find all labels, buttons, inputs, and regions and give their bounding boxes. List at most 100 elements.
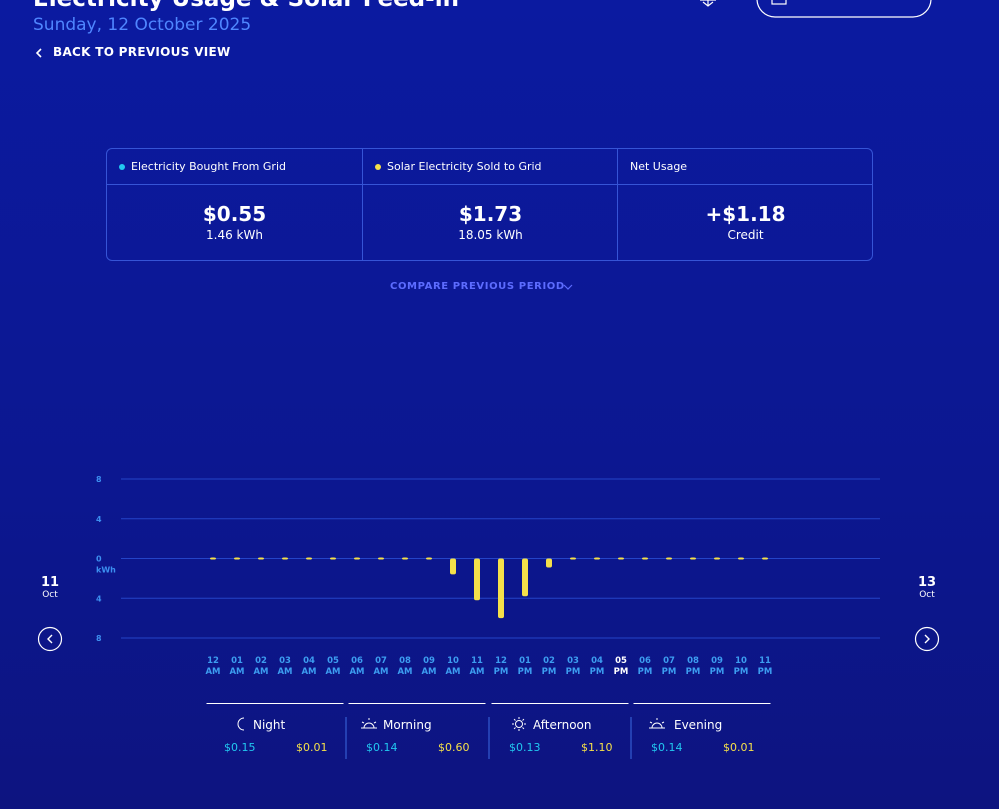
month: Oct <box>919 590 935 600</box>
column-header: Net Usage <box>618 149 873 185</box>
period-name: Evening <box>674 718 723 732</box>
next-chevron <box>924 634 930 644</box>
x-tick-label: 08 PM <box>685 656 701 677</box>
x-tick-label: 02 AM <box>253 656 269 677</box>
prev-button[interactable] <box>37 626 63 652</box>
x-tick-label: 06 AM <box>349 656 365 677</box>
period-sold: $1.10 <box>581 741 613 754</box>
legend-dot <box>375 163 381 170</box>
month: Oct <box>42 590 58 600</box>
detail: 18.05 kWh <box>458 228 523 242</box>
period-name: Night <box>253 718 286 732</box>
column-label: Solar Electricity Sold to Grid <box>387 160 542 173</box>
x-tick-label: 11 AM <box>469 656 485 677</box>
bar <box>378 557 384 560</box>
x-tick-label: 10 PM <box>733 656 749 677</box>
bar <box>306 557 312 560</box>
bar <box>570 557 576 560</box>
bar <box>330 557 336 560</box>
x-tick-label: 08 AM <box>397 656 413 677</box>
amount: +$1.18 <box>705 202 786 226</box>
x-tick-label: 01 PM <box>517 656 533 677</box>
period-sold: $0.60 <box>438 741 470 754</box>
sun-icon <box>515 720 523 728</box>
period-sold: $0.01 <box>723 741 755 754</box>
next-button[interactable] <box>914 626 940 652</box>
page-title: Electricity Usage & Solar Feed-in <box>33 0 459 12</box>
y-tick-label: 0 <box>96 555 102 564</box>
x-tick-label: 01 AM <box>229 656 245 677</box>
x-tick-label: 11 PM <box>757 656 773 677</box>
compare-toggle[interactable]: COMPARE PREVIOUS PERIOD <box>390 281 565 292</box>
period-sold: $0.01 <box>296 741 328 754</box>
summary-column: Solar Electricity Sold to Grid $1.73 18.05… <box>362 149 618 260</box>
horizon-icon <box>649 718 665 729</box>
sun-ray <box>522 727 525 730</box>
bar <box>210 557 216 560</box>
period-bought: $0.14 <box>651 741 683 754</box>
period-bought: $0.13 <box>509 741 541 754</box>
top-button[interactable] <box>756 0 932 18</box>
y-tick-label: 4 <box>96 594 102 603</box>
bar <box>642 557 648 560</box>
x-tick-label: 04 AM <box>301 656 317 677</box>
amount: $1.73 <box>458 202 523 226</box>
back-link[interactable]: BACK TO PREVIOUS VIEW <box>53 45 231 59</box>
bar <box>258 557 264 560</box>
bar <box>546 558 552 568</box>
prev-chevron <box>47 634 53 644</box>
y-tick-label: 8 <box>96 634 102 643</box>
legend-dot <box>119 163 125 170</box>
x-tick-label: 05 AM <box>325 656 341 677</box>
day: 13 <box>917 575 937 590</box>
back-icon <box>35 48 42 58</box>
button-icon <box>771 0 787 5</box>
x-tick-label: 12 AM <box>205 656 221 677</box>
prev-day[interactable]: 11 Oct <box>35 575 65 600</box>
sun-ray <box>522 718 525 721</box>
sun-ray <box>513 718 516 721</box>
sun-ray <box>513 727 516 730</box>
next-day[interactable]: 13 Oct <box>912 575 942 600</box>
compare-chevron <box>563 284 573 290</box>
bar <box>426 557 432 560</box>
bar <box>666 557 672 560</box>
bar <box>690 557 696 560</box>
bar <box>738 557 744 560</box>
period-name: Morning <box>383 718 432 732</box>
column-header: Electricity Bought From Grid <box>107 149 362 185</box>
bar <box>234 557 240 560</box>
x-tick-label: 04 PM <box>589 656 605 677</box>
x-tick-label: 07 AM <box>373 656 389 677</box>
x-tick-label: 09 AM <box>421 656 437 677</box>
detail: 1.46 kWh <box>206 228 263 242</box>
x-tick-label: 07 PM <box>661 656 677 677</box>
x-tick-label: 09 PM <box>709 656 725 677</box>
x-tick-label: 03 AM <box>277 656 293 677</box>
moon-icon <box>237 717 245 731</box>
summary-column: Net Usage +$1.18 Credit <box>617 149 873 260</box>
download-icon[interactable] <box>700 0 716 7</box>
x-tick-label: 10 AM <box>445 656 461 677</box>
horizon-icon <box>361 718 377 729</box>
bar <box>282 557 288 560</box>
bar <box>498 558 504 619</box>
bar <box>402 557 408 560</box>
x-tick-label: 02 PM <box>541 656 557 677</box>
x-tick-label: 06 PM <box>637 656 653 677</box>
detail: Credit <box>727 228 764 242</box>
bar <box>354 557 360 560</box>
day: 11 <box>40 575 60 590</box>
summary-column: Electricity Bought From Grid $0.55 1.46 kW… <box>107 149 362 260</box>
y-tick-label: 4 <box>96 515 102 524</box>
period-bought: $0.14 <box>366 741 398 754</box>
summary-card: Electricity Bought From Grid $0.55 1.46 kW… <box>106 148 873 261</box>
column-label: Electricity Bought From Grid <box>131 160 286 173</box>
bar <box>618 557 624 560</box>
x-tick-label: 12 PM <box>493 656 509 677</box>
period-bought: $0.15 <box>224 741 256 754</box>
x-tick-label: 05 PM <box>613 656 629 677</box>
amount: $0.55 <box>202 202 267 226</box>
